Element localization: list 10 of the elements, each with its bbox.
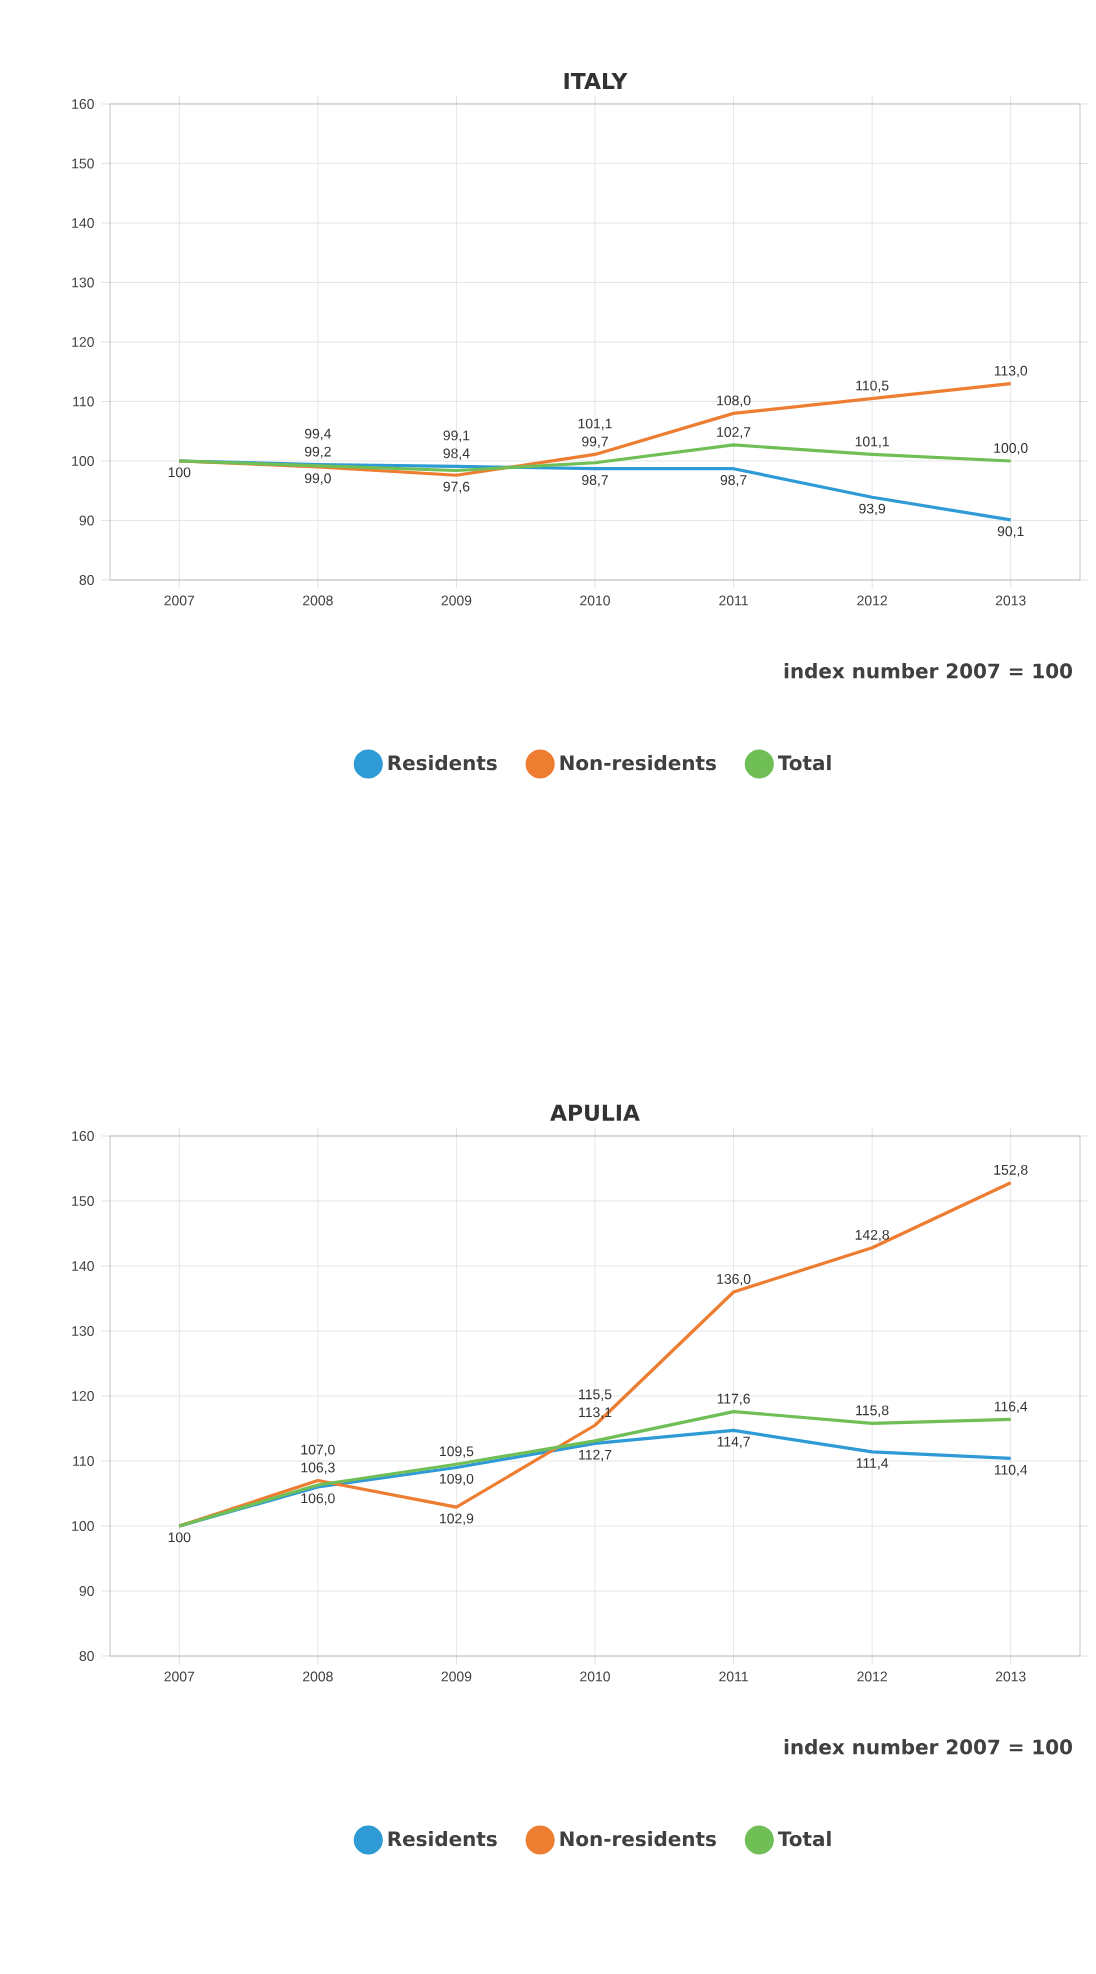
- legend-label: Residents: [388, 754, 497, 771]
- legend-label: Total: [777, 754, 831, 771]
- legend-label: Non-residents: [560, 1830, 716, 1847]
- legend-label: Total: [777, 1830, 831, 1847]
- chart-title: ITALY: [564, 73, 628, 89]
- legend-label: Residents: [388, 1830, 497, 1847]
- legend-label: Non-residents: [560, 754, 716, 771]
- chart-title: APULIA: [550, 1104, 640, 1121]
- text: index number 2007 = 100: [784, 1739, 1073, 1755]
- text: index number 2007 = 100: [784, 663, 1073, 679]
